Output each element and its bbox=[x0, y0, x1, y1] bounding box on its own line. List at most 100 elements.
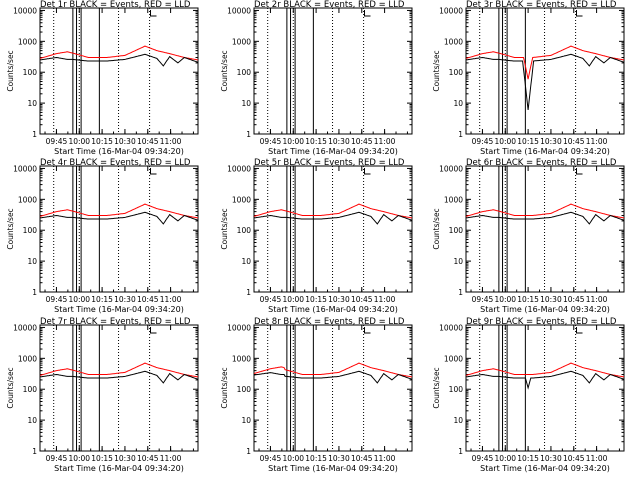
y-tick-label: 1000 bbox=[18, 37, 37, 46]
x-tick-label: 10:00 bbox=[68, 295, 90, 304]
x-axis-label: Start Time (16-Mar-04 09:34:20) bbox=[54, 305, 184, 314]
y-tick-label: 10000 bbox=[13, 6, 37, 15]
y-tick-label: 10000 bbox=[13, 323, 37, 332]
y-tick-label: 10 bbox=[241, 99, 251, 108]
x-tick-label: 10:15 bbox=[305, 454, 327, 463]
y-axis-label: Counts/sec bbox=[432, 367, 441, 408]
interval-marker bbox=[150, 10, 157, 17]
y-tick-label: 100 bbox=[237, 226, 252, 235]
x-tick-label: 10:30 bbox=[328, 295, 350, 304]
x-tick-label: 10:45 bbox=[137, 295, 159, 304]
y-tick-label: 10 bbox=[241, 416, 251, 425]
x-axis-label: Start Time (16-Mar-04 09:34:20) bbox=[268, 147, 398, 156]
interval-marker bbox=[576, 327, 583, 334]
y-tick-label: 10 bbox=[241, 257, 251, 266]
detector-panel-3: Det 3r BLACK = Events, RED = LLD 1 10 100 10… bbox=[432, 0, 625, 156]
x-axis-label: Start Time (16-Mar-04 09:34:20) bbox=[268, 464, 398, 473]
y-tick-label: 1 bbox=[458, 130, 463, 139]
y-tick-label: 10000 bbox=[227, 6, 251, 15]
y-tick-label: 10 bbox=[453, 416, 463, 425]
y-tick-label: 100 bbox=[23, 68, 38, 77]
detector-panel-5: Det 5r BLACK = Events, RED = LLD 1 10 100 10… bbox=[220, 158, 413, 314]
x-tick-label: 10:30 bbox=[540, 295, 562, 304]
x-tick-label: 09:45 bbox=[260, 295, 282, 304]
x-axis-label: Start Time (16-Mar-04 09:34:20) bbox=[480, 305, 610, 314]
x-tick-label: 10:15 bbox=[517, 295, 539, 304]
x-tick-label: 10:45 bbox=[351, 295, 373, 304]
events-series-line bbox=[253, 370, 413, 384]
y-tick-label: 10 bbox=[453, 257, 463, 266]
interval-marker bbox=[364, 327, 371, 334]
x-tick-label: 09:45 bbox=[260, 454, 282, 463]
lld-series-line bbox=[253, 362, 413, 378]
y-axis-label: Counts/sec bbox=[6, 50, 15, 91]
panel-title: Det 5r BLACK = Events, RED = LLD bbox=[254, 158, 405, 168]
y-tick-label: 1 bbox=[32, 288, 37, 297]
y-tick-label: 100 bbox=[237, 68, 252, 77]
x-axis-label: Start Time (16-Mar-04 09:34:20) bbox=[480, 464, 610, 473]
y-tick-label: 10 bbox=[27, 99, 37, 108]
x-tick-label: 10:15 bbox=[305, 137, 327, 146]
x-tick-label: 10:45 bbox=[351, 454, 373, 463]
y-tick-label: 100 bbox=[449, 68, 464, 77]
y-tick-label: 100 bbox=[449, 226, 464, 235]
x-tick-label: 10:30 bbox=[114, 137, 136, 146]
panel-title: Det 8r BLACK = Events, RED = LLD bbox=[254, 317, 405, 327]
x-tick-label: 11:00 bbox=[586, 137, 608, 146]
detector-panel-6: Det 6r BLACK = Events, RED = LLD 1 10 100 10… bbox=[432, 158, 625, 314]
detector-panel-9: Det 9r BLACK = Events, RED = LLD 1 10 100 10… bbox=[432, 317, 625, 473]
x-tick-label: 11:00 bbox=[586, 295, 608, 304]
y-tick-label: 10000 bbox=[227, 323, 251, 332]
x-tick-label: 10:45 bbox=[137, 454, 159, 463]
x-tick-label: 10:15 bbox=[91, 295, 113, 304]
y-axis-label: Counts/sec bbox=[220, 367, 229, 408]
panel-title: Det 3r BLACK = Events, RED = LLD bbox=[466, 0, 617, 10]
y-axis-label: Counts/sec bbox=[432, 50, 441, 91]
interval-marker bbox=[150, 327, 157, 334]
x-tick-label: 09:45 bbox=[46, 295, 68, 304]
y-tick-label: 100 bbox=[23, 226, 38, 235]
x-tick-label: 11:00 bbox=[160, 137, 182, 146]
x-tick-label: 10:00 bbox=[282, 137, 304, 146]
lld-series-line bbox=[465, 362, 625, 378]
lld-series-line bbox=[465, 203, 625, 219]
lld-series-line bbox=[253, 203, 413, 219]
panel-title: Det 7r BLACK = Events, RED = LLD bbox=[40, 317, 191, 327]
y-tick-label: 10000 bbox=[227, 164, 251, 173]
events-series-line bbox=[465, 53, 625, 111]
y-tick-label: 100 bbox=[23, 385, 38, 394]
detector-panel-7: Det 7r BLACK = Events, RED = LLD 1 10 100 10… bbox=[6, 317, 199, 473]
y-tick-label: 1000 bbox=[444, 354, 463, 363]
panel-title: Det 1r BLACK = Events, RED = LLD bbox=[40, 0, 191, 10]
x-tick-label: 11:00 bbox=[586, 454, 608, 463]
y-tick-label: 1 bbox=[458, 447, 463, 456]
x-tick-label: 10:30 bbox=[328, 137, 350, 146]
x-tick-label: 10:45 bbox=[137, 137, 159, 146]
x-tick-label: 09:45 bbox=[472, 295, 494, 304]
y-tick-label: 1 bbox=[246, 288, 251, 297]
x-tick-label: 10:00 bbox=[494, 454, 516, 463]
y-tick-label: 1000 bbox=[18, 354, 37, 363]
lld-series-line bbox=[39, 203, 199, 219]
y-tick-label: 1000 bbox=[444, 37, 463, 46]
x-tick-label: 11:00 bbox=[160, 454, 182, 463]
events-series-line bbox=[39, 370, 199, 384]
x-tick-label: 10:45 bbox=[563, 295, 585, 304]
x-tick-label: 10:00 bbox=[494, 137, 516, 146]
events-series-line bbox=[39, 211, 199, 225]
x-tick-label: 10:15 bbox=[517, 454, 539, 463]
panel-title: Det 2r BLACK = Events, RED = LLD bbox=[254, 0, 405, 10]
x-tick-label: 10:00 bbox=[68, 137, 90, 146]
y-tick-label: 1000 bbox=[232, 354, 251, 363]
lld-series-line bbox=[39, 45, 199, 61]
x-tick-label: 10:15 bbox=[91, 454, 113, 463]
y-tick-label: 10000 bbox=[439, 6, 463, 15]
y-tick-label: 10000 bbox=[13, 164, 37, 173]
y-tick-label: 1 bbox=[458, 288, 463, 297]
y-tick-label: 1000 bbox=[232, 37, 251, 46]
y-tick-label: 1 bbox=[32, 447, 37, 456]
y-tick-label: 1 bbox=[246, 447, 251, 456]
x-tick-label: 10:30 bbox=[540, 137, 562, 146]
x-tick-label: 10:15 bbox=[517, 137, 539, 146]
detector-panel-2: Det 2r BLACK = Events, RED = LLD 1 10 100 10… bbox=[220, 0, 413, 156]
